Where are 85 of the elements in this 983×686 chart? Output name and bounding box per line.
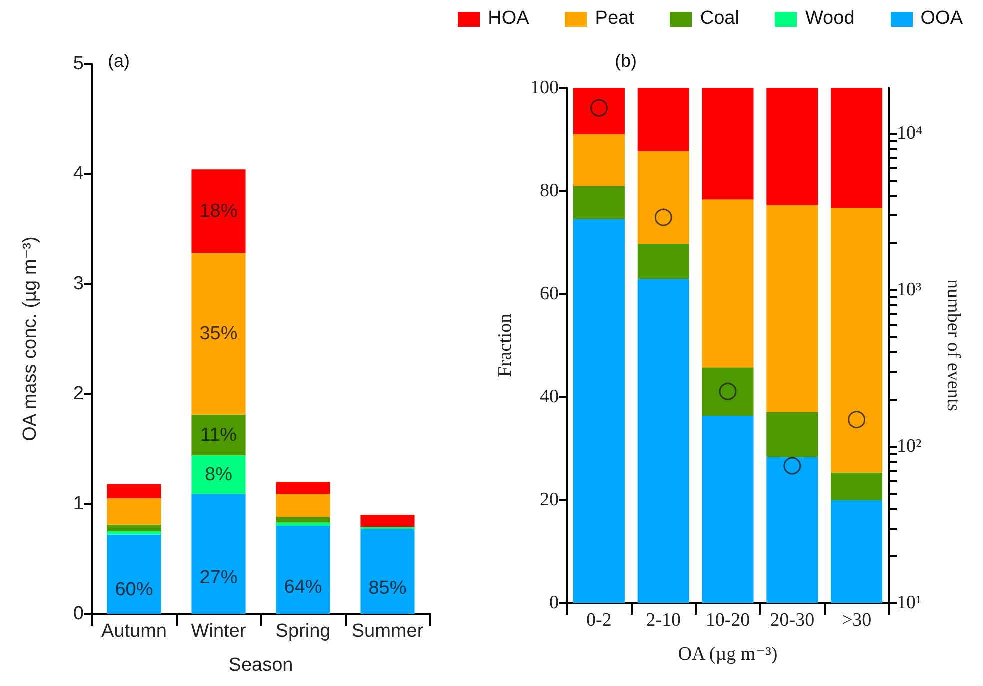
bar [831, 88, 883, 208]
y-tick-label: 4 [73, 164, 84, 184]
bar [831, 500, 883, 603]
annotation: 8% [205, 464, 233, 486]
y-tick-label: 60 [540, 284, 559, 304]
x-tick-label: 10-20 [706, 610, 750, 631]
bar [192, 170, 246, 254]
legend-label: Wood [805, 8, 855, 30]
y2-tick-label: 10² [897, 436, 922, 457]
y-tick-label: 100 [530, 78, 559, 98]
bar [573, 219, 625, 603]
y-tick-label: 20 [540, 490, 559, 510]
bar [766, 88, 818, 206]
bar [276, 526, 330, 614]
bar [107, 532, 162, 535]
y-tick-label: 1 [73, 494, 84, 514]
x-tick-label: Spring [276, 621, 331, 642]
legend-label: HOA [488, 8, 530, 30]
x-axis-title: OA (µg m⁻³) [678, 644, 778, 665]
y2-tick-label: 10³ [897, 279, 922, 300]
bar [766, 412, 818, 458]
bar [192, 414, 246, 456]
y-tick-label: 40 [540, 386, 559, 408]
bar [360, 515, 415, 528]
legend-label: Peat [595, 8, 634, 30]
bar [573, 186, 625, 220]
x-tick-label: Summer [352, 621, 424, 642]
bar [702, 200, 754, 368]
annotation: 35% [200, 324, 238, 345]
y-tick-label: 0 [73, 604, 84, 624]
bar [107, 498, 162, 525]
annotation: 85% [368, 578, 407, 600]
bar [638, 279, 690, 603]
bar [702, 88, 754, 200]
bar [766, 457, 818, 603]
x-tick-label: >30 [842, 610, 872, 631]
bar [107, 524, 162, 532]
y-tick-label: 80 [540, 180, 559, 202]
bar [638, 88, 690, 152]
y-tick-label: 5 [73, 54, 84, 74]
annotation: 64% [284, 577, 322, 598]
y-tick-label: 0 [550, 592, 559, 614]
annotation: 11% [200, 424, 238, 446]
annotation: 27% [200, 568, 238, 589]
bar [638, 244, 690, 280]
chart-title: (b) [615, 51, 637, 71]
x-tick-label: 20-30 [770, 610, 815, 631]
bar [192, 456, 246, 494]
x-tick-label: 0-2 [586, 610, 612, 631]
bar [831, 208, 883, 473]
bar [276, 522, 330, 526]
x-tick-label: Winter [191, 621, 247, 642]
bar [638, 151, 690, 244]
y-axis-title: Fraction [495, 313, 516, 378]
y-axis-title: OA mass conc. (µg m⁻³) [20, 236, 41, 442]
point [784, 457, 802, 475]
bar [192, 494, 246, 614]
legend-label: OOA [920, 8, 963, 30]
bar [107, 484, 162, 498]
annotation: 60% [115, 580, 154, 601]
bar [276, 482, 330, 494]
x-axis-title: Season [228, 655, 294, 676]
y2-tick-label: 10¹ [897, 592, 922, 614]
x-tick-label: Autumn [102, 621, 167, 642]
bar [702, 416, 754, 603]
bar [831, 472, 883, 501]
point [654, 208, 672, 226]
bar [573, 134, 625, 186]
bar [702, 368, 754, 416]
legend-label: Coal [700, 8, 740, 30]
annotation: 18% [200, 200, 238, 222]
y-tick-label: 2 [73, 384, 84, 404]
bar [766, 205, 818, 412]
bar [276, 517, 330, 523]
y-tick-label: 3 [73, 274, 84, 294]
bar [107, 534, 162, 614]
bar [192, 253, 246, 415]
y2-tick-label: 10⁴ [897, 122, 923, 144]
bar [276, 494, 330, 518]
point [848, 411, 866, 429]
x-tick-label: 2-10 [646, 610, 682, 631]
y2-axis-title: number of events [943, 280, 964, 412]
bar [360, 529, 415, 614]
chart-title: (a) [108, 51, 130, 71]
bar [573, 88, 625, 134]
